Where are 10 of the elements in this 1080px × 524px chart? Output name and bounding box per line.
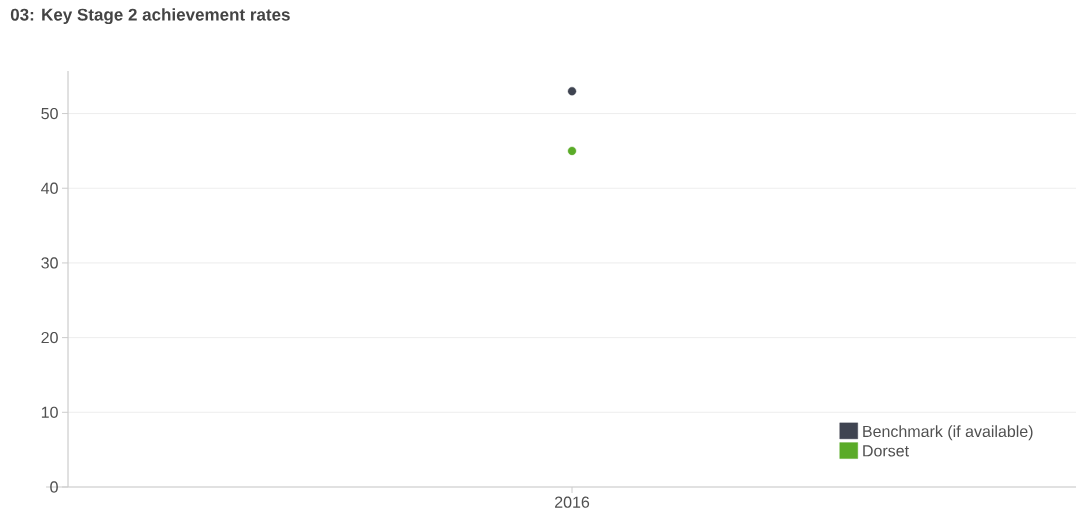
legend-label: Dorset [863, 445, 909, 457]
chart-title: 03: Key Stage 2 achievement rates [10, 8, 290, 25]
y-tick-label: 10 [41, 406, 58, 418]
y-tick-label: 40 [41, 182, 58, 194]
y-tick-label: 50 [41, 107, 58, 120]
y-tick-label: 30 [41, 257, 58, 269]
y-tick-label: 20 [41, 331, 58, 344]
x-tick-label: 2016 [555, 496, 590, 508]
legend-label: Benchmark (if available) [863, 425, 1033, 441]
y-tick-label: 0 [50, 481, 58, 493]
